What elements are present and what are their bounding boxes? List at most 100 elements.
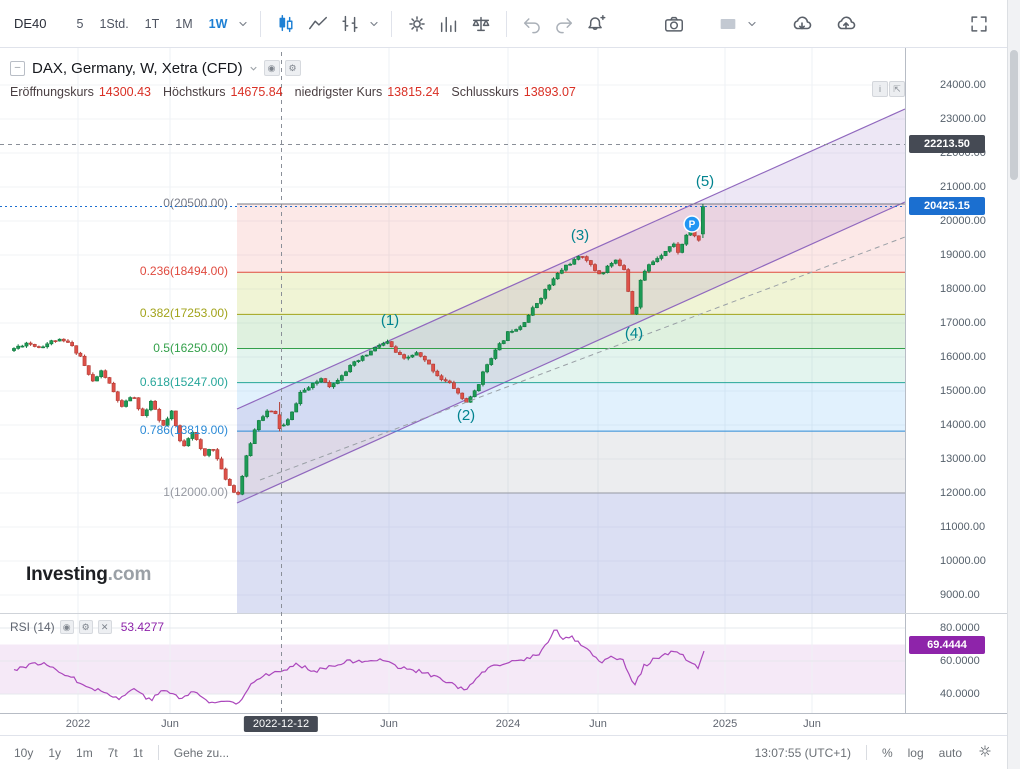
interval-button-1T[interactable]: 1T — [144, 16, 160, 31]
interval-button-5[interactable]: 5 — [76, 16, 84, 31]
range-button-1t[interactable]: 1t — [132, 745, 143, 760]
chart-legend: – DAX, Germany, W, Xetra (CFD) ◉ ⚙ Eröff… — [10, 58, 588, 99]
range-button-10y[interactable]: 10y — [14, 745, 34, 760]
save-layout-button[interactable] — [830, 8, 862, 40]
bottom-separator — [157, 745, 159, 760]
legend-settings-icon[interactable]: ⚙ — [284, 60, 301, 76]
fullscreen-button[interactable] — [963, 8, 995, 40]
scrollbar-thumb[interactable] — [1010, 50, 1018, 180]
range-button-1y[interactable]: 1y — [48, 745, 62, 760]
rsi-value-tag: 69.4444 — [909, 636, 985, 654]
chevron-down-icon — [370, 21, 378, 26]
last-price-tag: 20425.15 — [909, 197, 985, 215]
price-tick-label: 23000.00 — [940, 113, 986, 125]
layout-dropdown-caret[interactable] — [744, 8, 760, 40]
gear-icon — [409, 15, 426, 32]
rsi-legend: RSI (14) ◉ ⚙ ✕ 53.4277 — [10, 620, 164, 634]
interval-dropdown-caret[interactable] — [235, 8, 251, 40]
indicators-button[interactable] — [433, 8, 465, 40]
add-alert-button[interactable] — [580, 8, 612, 40]
mode-button-auto[interactable]: auto — [938, 745, 962, 760]
chevron-down-icon — [239, 21, 247, 26]
ohlc-label: niedrigster Kurs — [294, 85, 383, 99]
rsi-tick-label: 60.0000 — [940, 655, 980, 667]
bottom-toolbar: 10y 1y 1m 7t 1t Gehe zu... 13:07:55 (UTC+1) … — [0, 735, 1007, 769]
legend-visibility-icon[interactable]: ◉ — [263, 60, 280, 76]
interval-button-1Std.[interactable]: 1Std. — [99, 16, 129, 31]
wave-label: (1) — [381, 312, 399, 329]
main-chart-pane: (1) (2) (3) (4) (5) P 0(20500.00) 0.236(18494.… — [0, 48, 1007, 613]
candlestick-chart-button[interactable] — [270, 8, 302, 40]
crosshair-date-tag: 2022-12-12 — [243, 716, 319, 732]
price-tick-label: 20000.00 — [940, 215, 986, 227]
scales-icon — [473, 16, 490, 31]
legend-collapse-icon[interactable]: – — [10, 60, 25, 76]
time-tick-label: Jun — [589, 718, 607, 730]
rsi-visibility-icon[interactable]: ◉ — [59, 620, 74, 634]
rsi-tick-label: 80.0000 — [940, 622, 980, 634]
time-axis[interactable]: 2022-12-12 2022 Jun Jun 2024 Jun 2025 Jun — [0, 713, 1007, 735]
interval-button-1W[interactable]: 1W — [208, 16, 228, 31]
time-tick-label: 2024 — [495, 718, 521, 730]
price-tick-label: 13000.00 — [940, 453, 986, 465]
rsi-settings-icon[interactable]: ⚙ — [78, 620, 93, 634]
candlestick-chart-icon — [279, 14, 293, 32]
fullscreen-icon — [971, 15, 987, 32]
wave-label: (2) — [457, 407, 475, 424]
ohlc-label: Höchstkurs — [163, 85, 226, 99]
wave-label: (5) — [696, 173, 714, 190]
price-tick-label: 9000.00 — [940, 589, 980, 601]
ohlc-value: 14675.84 — [230, 85, 283, 99]
mode-button-log[interactable]: log — [907, 745, 924, 760]
scale-mode-buttons: % log auto — [882, 746, 962, 760]
alert-bell-icon — [588, 14, 606, 30]
line-chart-button[interactable] — [302, 8, 334, 40]
investing-watermark: Investing.com — [26, 564, 151, 586]
price-tick-label: 15000.00 — [940, 385, 986, 397]
instrument-title: DAX, Germany, W, Xetra (CFD) — [32, 59, 243, 77]
redo-button[interactable] — [548, 8, 580, 40]
interval-group: 5 1Std. 1T 1M 1W — [69, 13, 236, 35]
ohlc-bars-icon — [342, 15, 358, 32]
rsi-plot[interactable]: RSI (14) ◉ ⚙ ✕ 53.4277 — [0, 614, 906, 713]
pane-info-icon[interactable]: i — [872, 81, 888, 97]
price-chart-plot[interactable]: (1) (2) (3) (4) (5) P 0(20500.00) 0.236(18494.… — [0, 48, 906, 613]
undo-button[interactable] — [516, 8, 548, 40]
compare-button[interactable] — [465, 8, 497, 40]
range-button-7t[interactable]: 7t — [107, 745, 118, 760]
rsi-tick-label: 40.0000 — [940, 688, 980, 700]
ohlc-bars-button[interactable] — [334, 8, 366, 40]
wave-label: (3) — [571, 227, 589, 244]
price-tick-label: 16000.00 — [940, 351, 986, 363]
position-marker-label: P — [689, 220, 696, 231]
chart-settings-button[interactable] — [401, 8, 433, 40]
symbol-button[interactable]: DE40 — [14, 16, 47, 31]
rsi-close-icon[interactable]: ✕ — [97, 620, 112, 634]
price-tick-label: 19000.00 — [940, 249, 986, 261]
chart-type-dropdown-caret[interactable] — [366, 8, 382, 40]
ohlc-label: Schlusskurs — [451, 85, 519, 99]
price-axis[interactable]: 24000.00 23000.00 22000.00 21000.00 20000.00… — [906, 48, 1007, 613]
layout-template-button[interactable] — [712, 8, 744, 40]
chevron-down-icon[interactable] — [248, 63, 259, 74]
rsi-axis[interactable]: 80.0000 60.0000 40.0000 69.4444 — [906, 614, 1007, 713]
bottom-separator — [865, 745, 867, 760]
redo-icon — [556, 17, 573, 33]
ohlc-value: 13893.07 — [523, 85, 576, 99]
axis-settings-button[interactable] — [977, 743, 993, 762]
price-tick-label: 17000.00 — [940, 317, 986, 329]
vertical-scrollbar[interactable] — [1007, 0, 1020, 769]
load-layout-button[interactable] — [786, 8, 818, 40]
pane-expand-icon[interactable]: ⇱ — [889, 81, 905, 97]
interval-button-1M[interactable]: 1M — [175, 16, 193, 31]
ohlc-value: 13815.24 — [387, 85, 440, 99]
range-button-1m[interactable]: 1m — [76, 745, 93, 760]
goto-date-button[interactable]: Gehe zu... — [173, 745, 230, 760]
rsi-line — [13, 629, 705, 705]
price-tick-label: 18000.00 — [940, 283, 986, 295]
cloud-download-icon — [794, 15, 812, 29]
mode-button-%[interactable]: % — [881, 745, 893, 760]
screenshot-button[interactable] — [658, 8, 690, 40]
gear-icon — [979, 745, 991, 757]
